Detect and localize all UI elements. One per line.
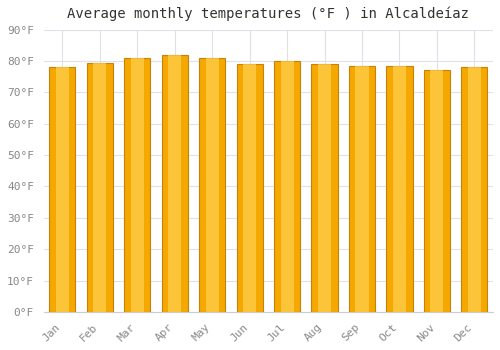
Bar [468, 67, 481, 312]
Bar [274, 61, 300, 312]
Bar [162, 55, 188, 312]
Bar [318, 64, 331, 312]
Bar [50, 67, 76, 312]
Bar [199, 58, 226, 312]
Bar [130, 58, 144, 312]
Bar [424, 70, 450, 312]
Bar [393, 66, 406, 312]
Bar [206, 58, 218, 312]
Bar [243, 64, 256, 312]
Bar [312, 64, 338, 312]
Bar [386, 66, 412, 312]
Bar [280, 61, 293, 312]
Bar [356, 66, 368, 312]
Bar [124, 58, 150, 312]
Bar [86, 63, 113, 312]
Bar [349, 66, 375, 312]
Bar [236, 64, 262, 312]
Bar [430, 70, 444, 312]
Bar [94, 63, 106, 312]
Title: Average monthly temperatures (°F ) in Alcaldeíaz: Average monthly temperatures (°F ) in Al… [68, 7, 469, 21]
Bar [56, 67, 69, 312]
Bar [168, 55, 181, 312]
Bar [461, 67, 487, 312]
